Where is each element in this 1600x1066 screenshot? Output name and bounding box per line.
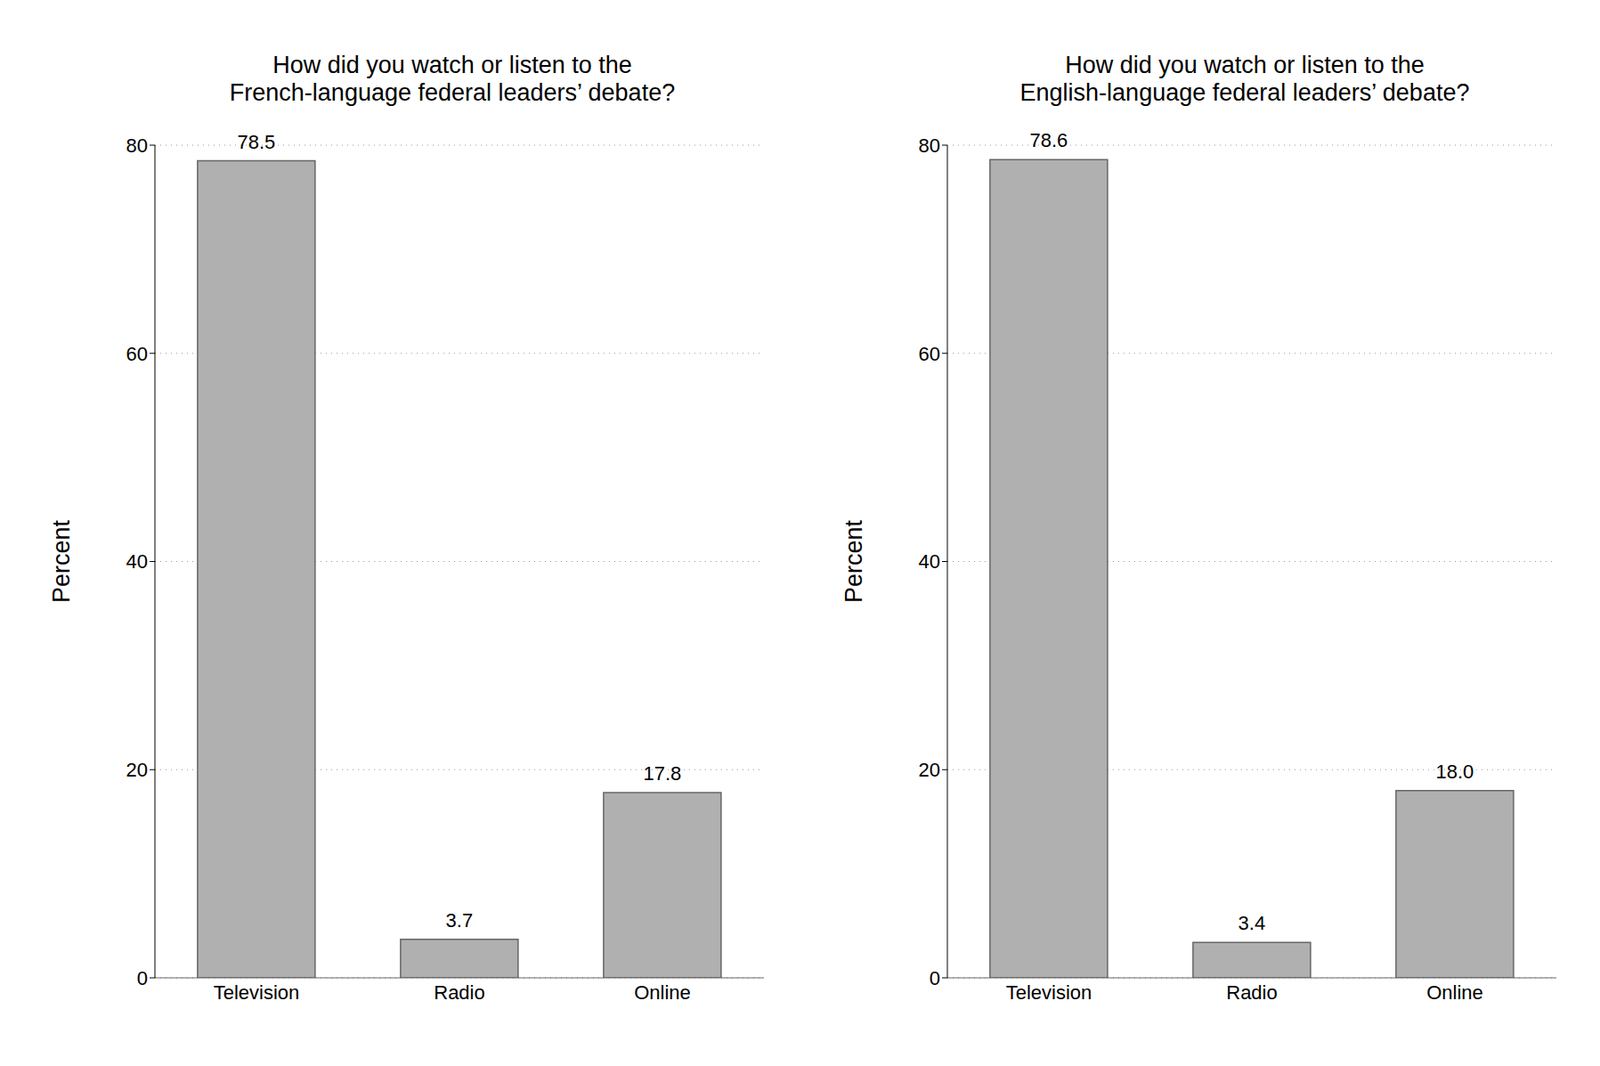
html-text:English-language federal leade: English-language federal leaders’ debate… bbox=[1020, 79, 1470, 106]
svg-text:40: 40 bbox=[126, 550, 148, 573]
svg-text:18.0: 18.0 bbox=[1435, 760, 1474, 783]
svg-text:Television: Television bbox=[213, 981, 301, 1004]
svg-text:Online: Online bbox=[1426, 981, 1484, 1004]
svg-text:17.8: 17.8 bbox=[642, 762, 682, 785]
svg-text:Percent: Percent bbox=[840, 519, 868, 603]
svg-text:Television: Television bbox=[1006, 981, 1093, 1004]
svg-text:Percent: Percent bbox=[48, 519, 75, 603]
svg-text:60: 60 bbox=[126, 342, 148, 366]
html-text:How did you watch or listen to: How did you watch or listen to the bbox=[1064, 51, 1425, 79]
svg-text:3.7: 3.7 bbox=[446, 909, 474, 932]
svg-text:40: 40 bbox=[918, 550, 941, 573]
svg-text:0: 0 bbox=[929, 966, 941, 990]
svg-text:20: 20 bbox=[918, 758, 941, 781]
svg-text:80: 80 bbox=[126, 134, 148, 157]
html-text:How did you watch or listen to: How did you watch or listen to the bbox=[272, 51, 633, 79]
svg-text:Radio: Radio bbox=[1226, 981, 1277, 1004]
svg-text:3.4: 3.4 bbox=[1238, 911, 1267, 935]
svg-text:80: 80 bbox=[918, 134, 941, 157]
svg-text:60: 60 bbox=[918, 342, 941, 366]
svg-text:Radio: Radio bbox=[433, 981, 485, 1004]
svg-text:0: 0 bbox=[137, 966, 148, 990]
svg-text:78.6: 78.6 bbox=[1029, 129, 1068, 152]
svg-text:20: 20 bbox=[126, 758, 148, 781]
svg-text:78.5: 78.5 bbox=[236, 130, 276, 154]
html-text:French-language federal leader: French-language federal leaders’ debate? bbox=[229, 79, 676, 106]
svg-text:Online: Online bbox=[633, 981, 691, 1004]
